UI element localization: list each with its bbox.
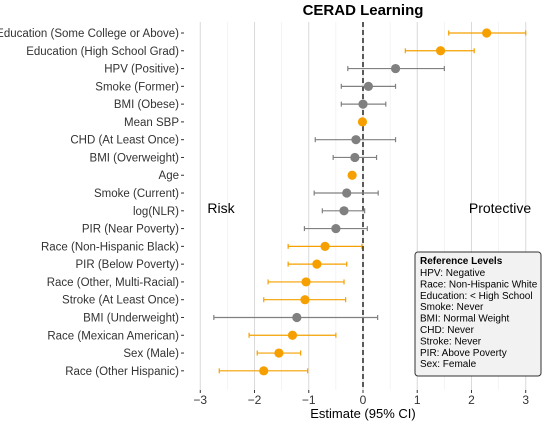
x-tick-label: 2 — [468, 393, 475, 407]
category-label: Stroke (At Least Once) — [62, 295, 179, 307]
category-label: Race (Mexican American) — [47, 330, 179, 342]
estimate-point — [390, 63, 401, 74]
x-tick-label: −1 — [302, 393, 316, 407]
estimate-point — [301, 277, 311, 287]
estimate-point — [351, 135, 361, 145]
legend-item: Stroke: Never — [420, 336, 482, 347]
estimate-point — [482, 28, 492, 38]
legend-item: PIR: Above Poverty — [420, 348, 507, 359]
x-tick-label: −2 — [248, 393, 262, 407]
risk-label: Risk — [207, 200, 235, 216]
category-label: Smoke (Current) — [94, 188, 179, 200]
category-label: PIR (Near Poverty) — [82, 224, 179, 236]
estimate-point — [435, 46, 446, 56]
estimate-point — [342, 188, 352, 198]
x-axis-title: Estimate (95% CI) — [310, 406, 415, 421]
x-tick-label: 0 — [360, 393, 367, 407]
protective-label: Protective — [469, 200, 531, 216]
estimate-point — [292, 312, 302, 323]
category-label: CHD (At Least Once) — [70, 135, 179, 147]
category-label: Sex (Male) — [123, 348, 179, 360]
category-label: Mean SBP — [124, 117, 179, 129]
estimate-marks — [213, 28, 527, 376]
estimate-point — [274, 348, 284, 358]
category-label: Smoke (Former) — [95, 81, 179, 93]
estimate-point — [358, 99, 368, 109]
category-label: BMI (Overweight) — [90, 152, 180, 164]
x-tick-label: −3 — [193, 393, 207, 407]
estimate-point — [287, 330, 298, 340]
category-label: Race (Non-Hispanic Black) — [41, 241, 179, 253]
legend-title: Reference Levels — [420, 256, 503, 267]
estimate-point — [259, 366, 269, 376]
estimate-point — [357, 117, 368, 127]
category-label: log(NLR) — [133, 206, 179, 218]
legend-item: Race: Non-Hispanic White — [420, 279, 538, 290]
estimate-point — [350, 152, 360, 163]
legend-item: HPV: Negative — [420, 268, 486, 279]
estimate-point — [331, 223, 341, 234]
legend-item: Education: < High School — [420, 291, 533, 302]
category-label: Race (Other, Multi-Racial) — [47, 277, 179, 289]
category-label: PIR (Below Poverty) — [75, 259, 179, 271]
legend-box — [414, 251, 542, 377]
chart-title: CERAD Learning — [303, 2, 424, 19]
category-label: BMI (Underweight) — [83, 312, 179, 324]
category-label: Education (Some College or Above) — [0, 28, 179, 40]
x-axis: −3 −2 −1 0 1 2 3 — [193, 390, 529, 407]
x-tick-label: 3 — [522, 393, 529, 407]
estimate-point — [312, 259, 322, 269]
category-label: Education (High School Grad) — [26, 46, 179, 58]
x-tick-label: 1 — [414, 393, 421, 407]
category-label: Race (Other Hispanic) — [65, 366, 179, 378]
estimate-point — [339, 206, 349, 216]
category-label: BMI (Obese) — [114, 99, 179, 111]
estimate-point — [363, 81, 374, 91]
estimate-point — [320, 241, 330, 251]
legend-item: BMI: Normal Weight — [420, 314, 510, 325]
estimate-point — [300, 295, 310, 305]
legend-item: Smoke: Never — [420, 302, 484, 313]
category-label: Age — [159, 170, 179, 182]
legend-item: Sex: Female — [420, 359, 477, 370]
legend-item: CHD: Never — [420, 325, 475, 336]
category-label: HPV (Positive) — [104, 64, 179, 76]
estimate-point — [347, 170, 357, 180]
category-labels: Education (Some College or Above) Educati… — [0, 28, 184, 378]
